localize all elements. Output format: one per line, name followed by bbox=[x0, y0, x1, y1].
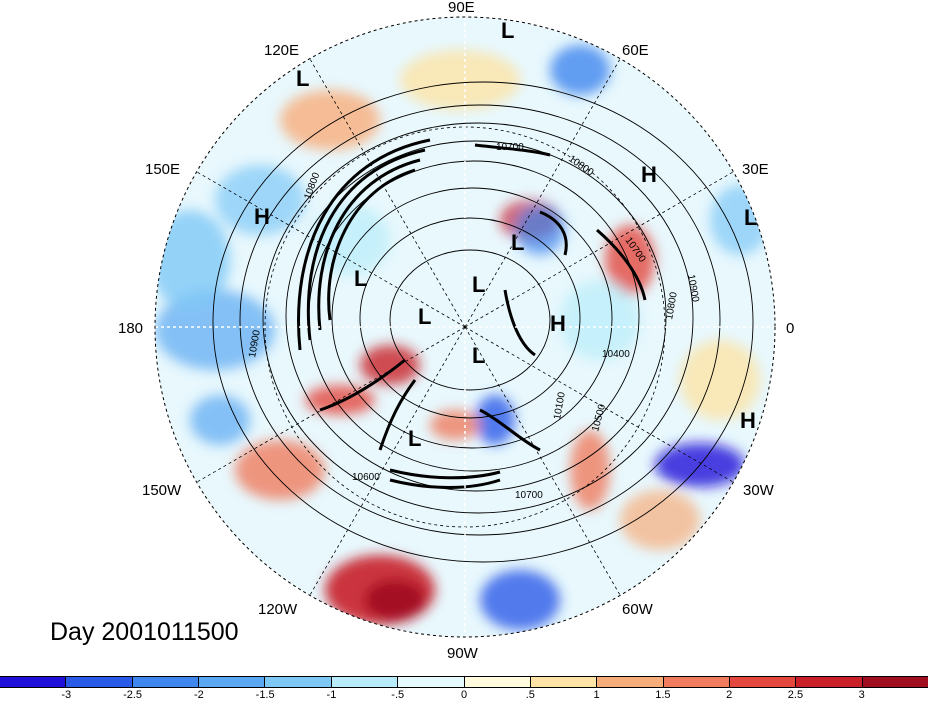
contour-label: 10900 bbox=[685, 274, 701, 304]
colorbar-cell bbox=[199, 677, 266, 687]
lon-label-60w: 60W bbox=[622, 601, 654, 618]
colorbar-tick-label: 3 bbox=[858, 689, 865, 701]
contour-label: 10100 bbox=[552, 391, 568, 421]
graticule bbox=[155, 17, 775, 637]
colorbar-tick-label: 2.5 bbox=[787, 689, 804, 701]
colorbar-tick-label: .5 bbox=[525, 689, 535, 701]
pressure-centers: L H L H L L L L L H L H L bbox=[254, 18, 757, 451]
lon-label-120w: 120W bbox=[258, 601, 298, 618]
colorbar-tick-label: -.5 bbox=[391, 689, 405, 701]
contour-label: 10800 bbox=[664, 291, 680, 321]
contour-label: 10900 bbox=[247, 329, 263, 359]
high-marker: H bbox=[740, 408, 756, 433]
contour-label: 10400 bbox=[602, 349, 630, 360]
low-marker: L bbox=[472, 272, 485, 297]
colorbar-tick-label: -1.5 bbox=[255, 689, 275, 701]
colorbar-tick-label: 0 bbox=[460, 689, 468, 701]
colorbar-cell bbox=[464, 677, 531, 687]
lon-label-90w: 90W bbox=[447, 645, 479, 662]
colorbar-cell bbox=[663, 677, 730, 687]
map-title: Day 2001011500 bbox=[50, 618, 239, 646]
low-marker: L bbox=[744, 205, 757, 230]
colorbar-cell bbox=[796, 677, 863, 687]
high-marker: H bbox=[254, 204, 270, 229]
map-boundary bbox=[154, 16, 776, 638]
contour-label: 10700 bbox=[515, 490, 543, 501]
lon-label-30w: 30W bbox=[743, 482, 775, 499]
colorbar-tick-label: 1.5 bbox=[655, 689, 671, 701]
high-marker: H bbox=[641, 162, 657, 187]
lon-label-60e: 60E bbox=[622, 42, 649, 59]
colorbar-tick-label: 2 bbox=[726, 689, 733, 701]
colorbar-tick-label: -2.5 bbox=[123, 689, 143, 701]
lon-label-180: 180 bbox=[118, 320, 143, 337]
longitude-labels: 90E 60E 30E 0 30W 60W 90W 120W 150W 180 … bbox=[118, 0, 794, 662]
low-marker: L bbox=[511, 230, 524, 255]
jet-streaks bbox=[297, 138, 647, 489]
colorbar-tick-label: -3 bbox=[61, 689, 72, 701]
colorbar-tick-label: -1 bbox=[326, 689, 337, 701]
lon-label-150w: 150W bbox=[142, 482, 182, 499]
contour-label: 10700 bbox=[496, 142, 524, 153]
anomaly-field bbox=[155, 17, 775, 637]
high-marker: H bbox=[550, 311, 566, 336]
colorbar-cell bbox=[398, 677, 465, 687]
colorbar-cell bbox=[862, 677, 928, 687]
colorbar-cell bbox=[729, 677, 797, 687]
lon-label-90e: 90E bbox=[448, 0, 475, 16]
colorbar-cell bbox=[0, 677, 67, 687]
low-marker: L bbox=[472, 343, 485, 368]
colorbar-cell bbox=[530, 677, 598, 687]
colorbar-cell bbox=[66, 677, 133, 687]
colorbar-tick-label: 1 bbox=[593, 689, 600, 701]
colorbar-cell bbox=[265, 677, 332, 687]
lon-label-30e: 30E bbox=[742, 161, 769, 178]
low-marker: L bbox=[354, 266, 367, 291]
colorbar bbox=[0, 676, 928, 688]
low-marker: L bbox=[296, 66, 309, 91]
low-marker: L bbox=[408, 426, 421, 451]
colorbar-cell bbox=[597, 677, 664, 687]
low-marker: L bbox=[418, 304, 431, 329]
colorbar-cell bbox=[132, 677, 200, 687]
lon-label-0: 0 bbox=[786, 320, 794, 337]
low-marker: L bbox=[501, 18, 514, 43]
lon-label-150e: 150E bbox=[145, 161, 180, 178]
lon-label-120e: 120E bbox=[264, 42, 299, 59]
colorbar-tick-label: -2 bbox=[193, 689, 204, 701]
colorbar-labels: -3 -2.5 -2 -1.5 -1 -.5 0 .5 1 1.5 2 2.5 3 bbox=[0, 689, 928, 702]
colorbar-cell bbox=[331, 677, 399, 687]
contour-label: 10600 bbox=[352, 472, 380, 483]
